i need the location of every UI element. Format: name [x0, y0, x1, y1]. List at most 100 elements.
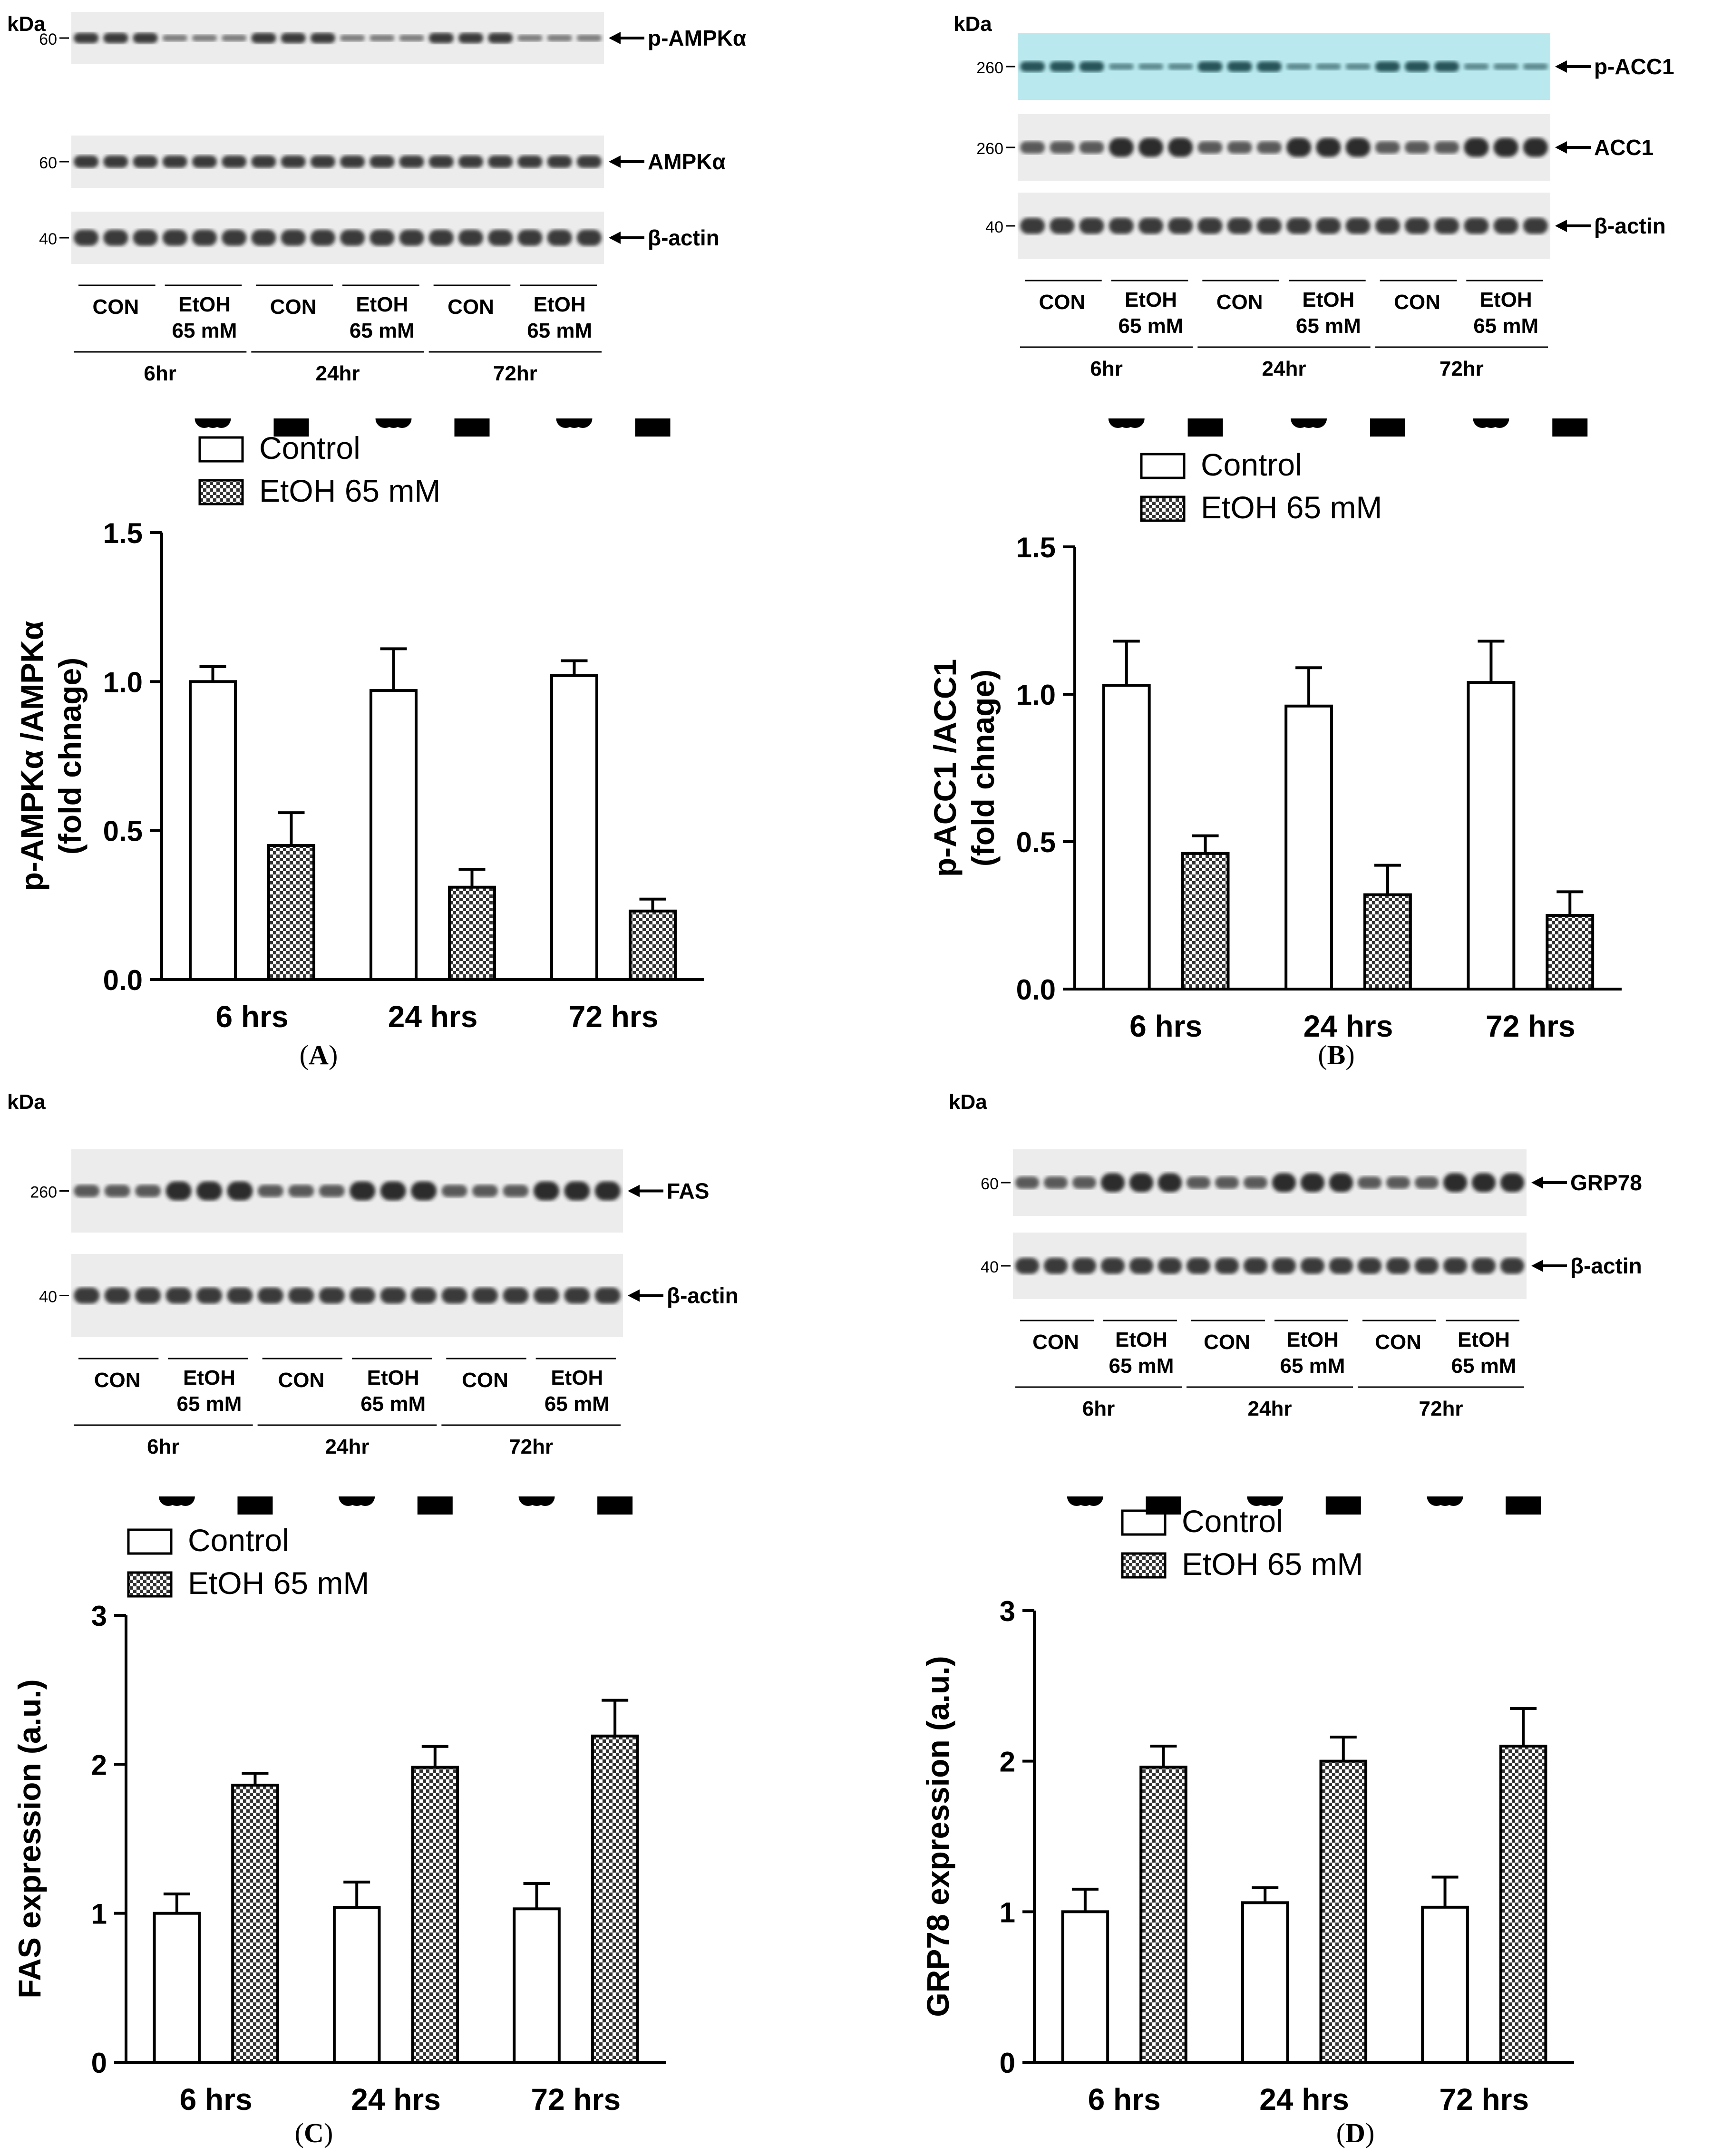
blot-band: [1386, 1176, 1410, 1189]
blot-band: [576, 35, 602, 41]
blot-band: [1414, 1176, 1439, 1189]
lane-label-etoh: EtOH: [1458, 1328, 1510, 1351]
blot-band: [1186, 1258, 1211, 1274]
lane-label-etoh-dose: 65 mM: [545, 1392, 610, 1416]
blot-band: [288, 1185, 314, 1197]
y-tick-label: 0.5: [103, 816, 143, 847]
blot-band: [1375, 141, 1400, 154]
time-label: 72hr: [509, 1435, 553, 1458]
blot-band: [547, 230, 572, 246]
protein-label: GRP78: [1570, 1170, 1642, 1195]
band-arrow-head: [609, 155, 621, 168]
western-blot-c: kDa 260 FAS 40 β-actin CON EtOH 65 mM 6hr CON EtOH…: [7, 1090, 739, 1458]
blot-band: [1158, 1258, 1182, 1274]
legend-label: Control: [1201, 447, 1302, 482]
y-tick-label: 1: [1000, 1896, 1015, 1928]
data-point-etoh: [1154, 1496, 1173, 1515]
lane-label-etoh: EtOH: [551, 1366, 603, 1389]
bar-control: [1061, 1910, 1109, 2064]
western-blot-d: kDa 60 GRP78 40 β-actin CON EtOH 65 mM 6hr CON EtO…: [949, 1090, 1642, 1420]
y-tick-label: 2: [91, 1749, 107, 1781]
blot-band: [1109, 138, 1134, 157]
blot-band: [1471, 1258, 1496, 1274]
blot-band: [1138, 63, 1164, 70]
blot-band: [133, 155, 158, 168]
mw-marker: 260: [976, 140, 1003, 158]
lane-label-etoh-dose: 65 mM: [172, 319, 237, 342]
blot-band: [281, 155, 306, 168]
y-tick-label: 1.5: [103, 517, 143, 549]
x-tick-label: 6 hrs: [1088, 2082, 1161, 2117]
time-label: 24hr: [316, 362, 360, 385]
blot-band: [472, 1287, 498, 1304]
blot-band: [1357, 1176, 1382, 1189]
blot-band: [1197, 61, 1223, 72]
blot-band: [1345, 138, 1371, 157]
blot-band: [594, 1181, 621, 1201]
blot-band: [310, 155, 336, 168]
blot-band: [458, 230, 484, 246]
blot-band: [488, 33, 513, 43]
bar-etoh: [1499, 1745, 1547, 2064]
blot-band: [1100, 1173, 1125, 1192]
blot-band: [564, 1287, 590, 1304]
blot-band: [1357, 1258, 1382, 1274]
data-point-control: [347, 1496, 367, 1506]
blot-band: [1109, 63, 1134, 70]
blot-band: [380, 1181, 406, 1201]
blot-band: [1272, 1173, 1296, 1192]
lane-label-etoh: EtOH: [1286, 1328, 1339, 1351]
lane-label-etoh-dose: 65 mM: [1280, 1354, 1345, 1378]
blot-membrane: [1018, 193, 1550, 259]
blot-band: [399, 230, 424, 246]
blot-band: [517, 230, 543, 246]
mw-marker: 40: [981, 1258, 999, 1276]
data-point-etoh: [1514, 1496, 1533, 1515]
blot-band: [1015, 1176, 1040, 1189]
blot-band: [411, 1181, 437, 1201]
mw-marker: 40: [985, 218, 1003, 236]
mw-marker: 60: [981, 1175, 999, 1193]
bar-control: [332, 1906, 381, 2064]
protein-label: AMPKα: [648, 149, 726, 174]
blot-band: [488, 230, 513, 246]
bar-etoh: [1546, 914, 1595, 991]
blot-band: [1215, 1258, 1239, 1274]
bar-etoh: [231, 1784, 279, 2064]
blot-band: [1386, 1258, 1410, 1274]
y-tick-label: 0.0: [103, 964, 143, 996]
legend-label: Control: [188, 1523, 289, 1558]
blot-band: [281, 33, 306, 43]
data-point-control: [564, 418, 584, 428]
significance-asterisk: *: [1339, 418, 1358, 429]
lane-label-etoh-dose: 65 mM: [1109, 1354, 1174, 1378]
blot-band: [1434, 141, 1459, 154]
blot-band: [103, 155, 128, 168]
blot-membrane: [71, 212, 604, 264]
blot-band: [251, 33, 276, 43]
blot-band: [162, 155, 187, 168]
blot-band: [547, 35, 572, 41]
x-tick-label: 72 hrs: [569, 1000, 659, 1034]
bar-etoh: [591, 1734, 639, 2064]
blot-band: [576, 155, 602, 168]
panel-label-c: (C): [294, 2117, 333, 2148]
blot-band: [165, 1287, 192, 1304]
blot-band: [133, 33, 158, 43]
blot-band: [517, 35, 543, 41]
blot-band: [370, 230, 395, 246]
data-point-control: [384, 418, 403, 428]
band-arrow-head: [1531, 1260, 1543, 1272]
data-point-etoh: [463, 418, 481, 437]
data-point-etoh: [1378, 418, 1397, 437]
y-tick-label: 1: [91, 1898, 107, 1930]
blot-band: [1050, 218, 1075, 234]
time-label: 24hr: [1262, 357, 1306, 380]
data-point-control: [1117, 418, 1136, 428]
significance-asterisk: *: [1115, 1496, 1134, 1507]
y-axis-label: FAS expression (a.u.): [12, 1679, 47, 1998]
y-axis-label-line2: (fold chnage): [52, 658, 88, 855]
blot-band: [428, 155, 454, 168]
blot-band: [488, 155, 513, 168]
